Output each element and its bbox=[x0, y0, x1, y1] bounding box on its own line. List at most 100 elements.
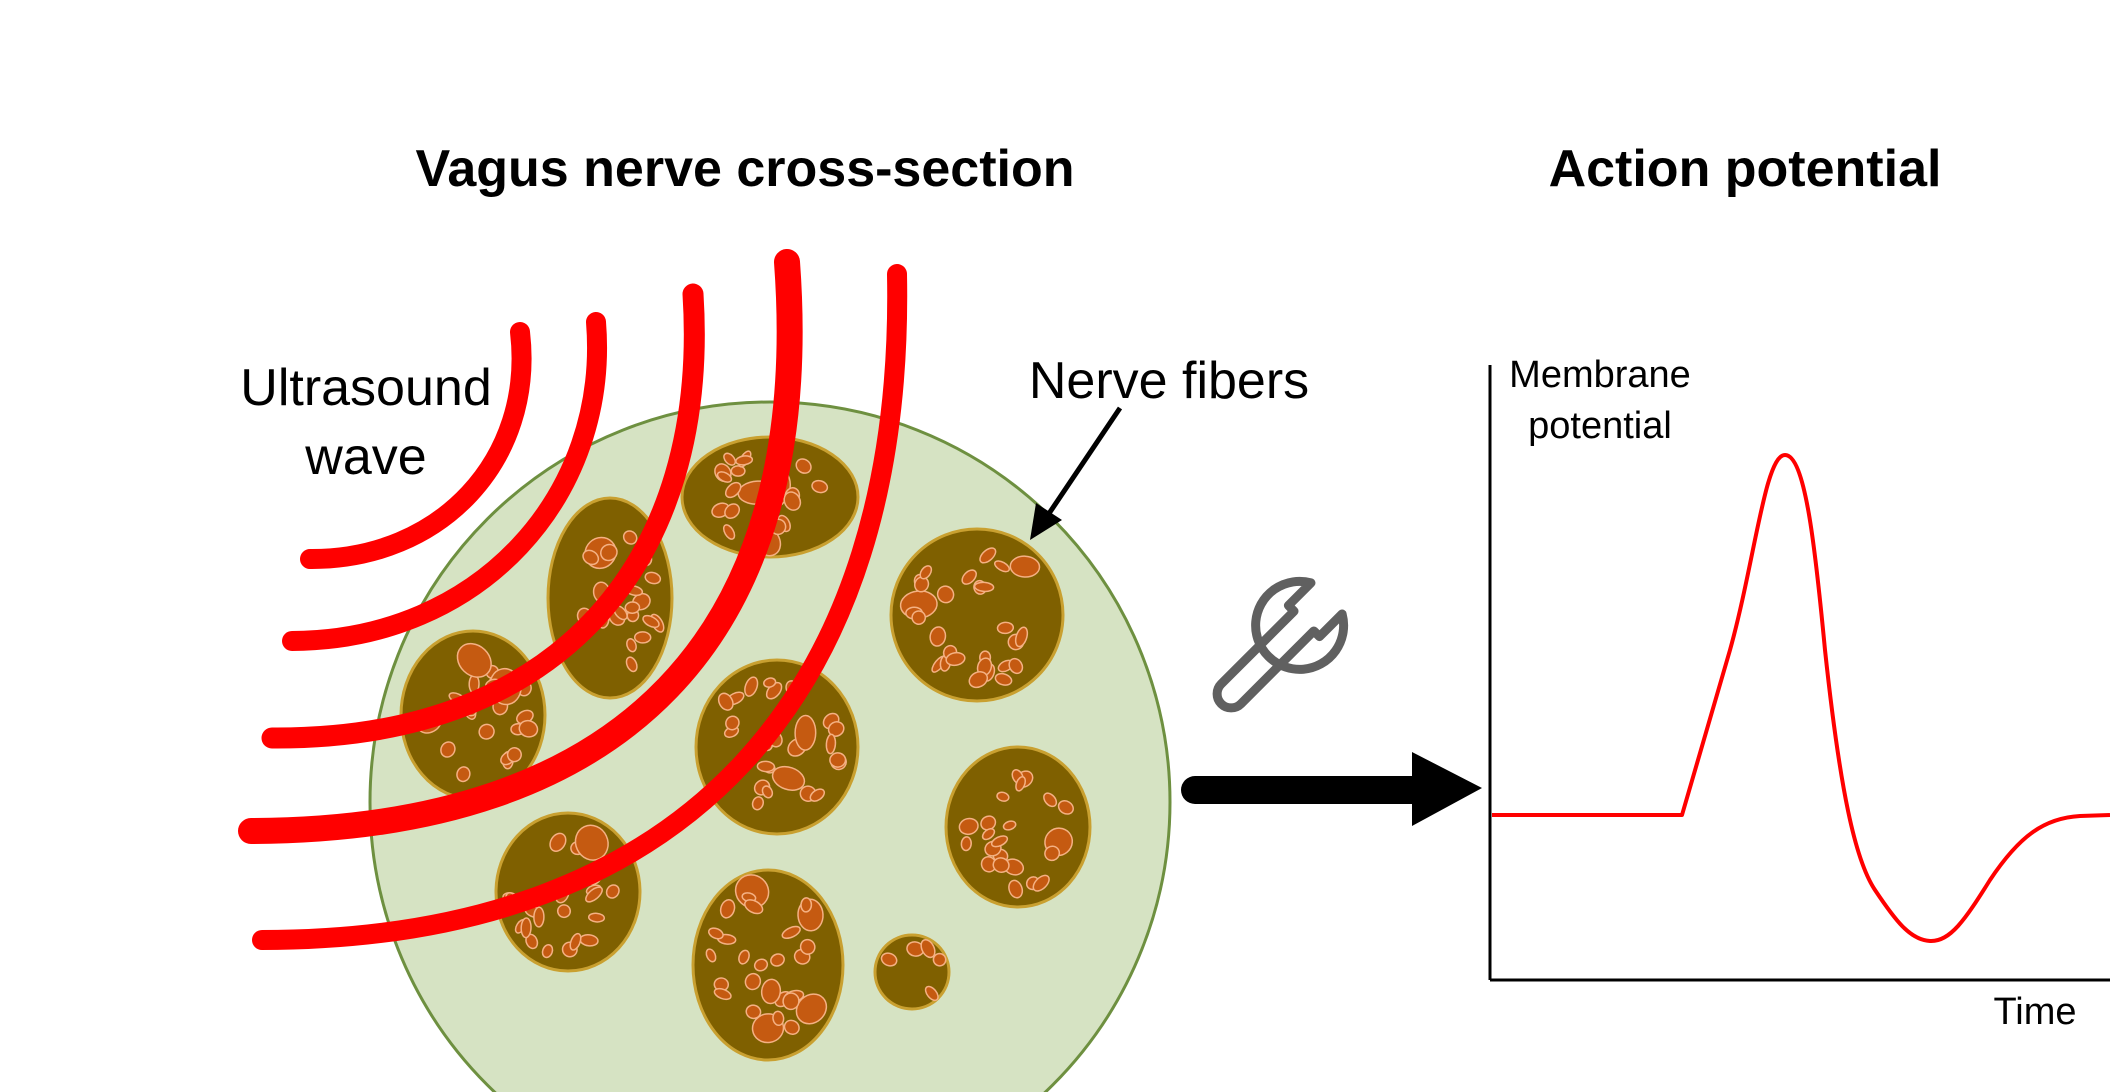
nerve-fiber bbox=[456, 642, 492, 678]
nerve-fiber bbox=[723, 452, 737, 466]
nerve-fiber bbox=[772, 1010, 785, 1027]
nerve-fiber bbox=[744, 676, 759, 697]
nerve-fiber bbox=[760, 978, 782, 1005]
nerve-fiber bbox=[911, 610, 927, 625]
nerve-fiber bbox=[520, 917, 532, 939]
nerve-fiber bbox=[920, 939, 936, 959]
nerve-fiber bbox=[770, 953, 785, 967]
pointer-arrow-icon bbox=[1030, 406, 1123, 540]
nerve-fiber bbox=[799, 938, 816, 955]
nerve-fiber bbox=[825, 733, 837, 755]
nerve-fiber bbox=[440, 741, 456, 758]
nerve-fiber bbox=[533, 906, 545, 928]
x-axis-label: Time bbox=[1993, 991, 2076, 1033]
nerve-fiber bbox=[996, 791, 1010, 802]
nerve-fiber bbox=[924, 985, 939, 1002]
nerve-fiber bbox=[719, 899, 736, 919]
wrench-icon bbox=[1212, 576, 1349, 713]
nerve-fiber bbox=[724, 503, 741, 519]
nerve-fiber bbox=[1009, 555, 1041, 578]
nerve-fiber bbox=[829, 752, 847, 768]
nerve-fiber bbox=[1014, 626, 1029, 648]
nerve-fiber bbox=[722, 524, 736, 540]
label-ultrasound-line2: wave bbox=[304, 428, 426, 486]
right-arrow-icon bbox=[1181, 752, 1482, 826]
label-nerve-fibers: Nerve fibers bbox=[1029, 352, 1309, 410]
nerve-fiber bbox=[979, 547, 997, 564]
ultrasound-wave-arcs bbox=[238, 249, 908, 950]
nerve-fiber bbox=[541, 944, 554, 959]
nerve-fiber bbox=[730, 465, 746, 477]
nerve-fiber bbox=[605, 884, 620, 899]
y-axis-label-line2: potential bbox=[1528, 405, 1672, 447]
nerve-fiber bbox=[958, 817, 979, 836]
nerve-fiber bbox=[945, 651, 966, 667]
nerve-fiber bbox=[713, 987, 732, 1001]
nerve-fiber bbox=[582, 549, 600, 566]
nerve-fiber bbox=[622, 530, 638, 545]
nerve-fiber bbox=[705, 948, 717, 963]
ultrasound-arc-1 bbox=[300, 322, 532, 570]
nerve-fiber bbox=[960, 836, 972, 852]
nerve-fiber bbox=[1008, 879, 1024, 899]
nerve-fiber bbox=[738, 949, 750, 965]
nerve-fiber bbox=[644, 571, 662, 585]
nerve-fiber bbox=[1015, 775, 1027, 792]
ultrasound-arc-4 bbox=[238, 249, 803, 844]
ultrasound-arc-2 bbox=[282, 312, 608, 651]
nerve-fiber bbox=[744, 899, 764, 915]
nerve-fiber bbox=[880, 952, 898, 967]
nerve-fiber bbox=[996, 621, 1015, 635]
nerve-fiber bbox=[625, 656, 638, 673]
nerve-fiber bbox=[478, 723, 495, 740]
nerve-fiber bbox=[569, 932, 582, 951]
nerve-fiber bbox=[961, 569, 977, 585]
action-potential-graph: Membrane potential Time bbox=[1488, 354, 2110, 1033]
nerve-fiber bbox=[990, 835, 1009, 848]
nerve-fiber bbox=[781, 925, 801, 940]
nerve-fiber bbox=[626, 638, 637, 653]
nerve-fiber bbox=[800, 897, 813, 913]
nerve-fiber bbox=[782, 992, 800, 1011]
nerve-fiber bbox=[794, 714, 817, 751]
nerve-fiber bbox=[1032, 874, 1050, 892]
title-action-potential: Action potential bbox=[1549, 140, 1942, 198]
nerve-fiber bbox=[724, 481, 742, 499]
nerve-fiber bbox=[761, 785, 774, 799]
action-potential-trace bbox=[1492, 453, 2110, 944]
nerve-fiber bbox=[783, 1019, 800, 1035]
ultrasound-arc-3 bbox=[261, 283, 705, 749]
nerve-fiber bbox=[549, 832, 567, 852]
nerve-fiber bbox=[735, 455, 754, 466]
nerve-fiber bbox=[936, 585, 955, 604]
nerve-fiber bbox=[725, 715, 740, 731]
nerve-fiber bbox=[716, 471, 733, 483]
nerve-fiber bbox=[456, 766, 471, 783]
nerve-fiber bbox=[707, 927, 724, 940]
nerve-fiber bbox=[1043, 792, 1058, 808]
nerve-fiber bbox=[1044, 845, 1061, 862]
nerve-fiber bbox=[518, 719, 539, 738]
y-axis-label-line1: Membrane bbox=[1509, 354, 1691, 396]
nerve-fiber bbox=[809, 788, 826, 802]
nerve-fiber bbox=[753, 958, 769, 972]
nerve-fiber bbox=[981, 827, 996, 841]
nerve-fiber bbox=[993, 560, 1011, 573]
nerve-fiber bbox=[756, 760, 776, 773]
nerve-fiber bbox=[600, 543, 618, 562]
nerve-fiber bbox=[992, 857, 1010, 874]
nerve-cross-section bbox=[368, 400, 1172, 1092]
nerve-fiber bbox=[751, 796, 765, 811]
nerve-fiber bbox=[973, 581, 995, 593]
nerve-fiber bbox=[932, 952, 947, 967]
nerve-fiber bbox=[744, 972, 762, 991]
nerve-fiber bbox=[642, 614, 660, 629]
nerve-fiber bbox=[968, 671, 989, 689]
nerve-fiber bbox=[624, 601, 641, 614]
nerve-fiber bbox=[811, 479, 829, 494]
nerve-fiber bbox=[929, 626, 947, 647]
nerve-fiber bbox=[574, 824, 609, 861]
nerve-fiber bbox=[1057, 800, 1074, 815]
nerve-fiber bbox=[783, 491, 802, 511]
